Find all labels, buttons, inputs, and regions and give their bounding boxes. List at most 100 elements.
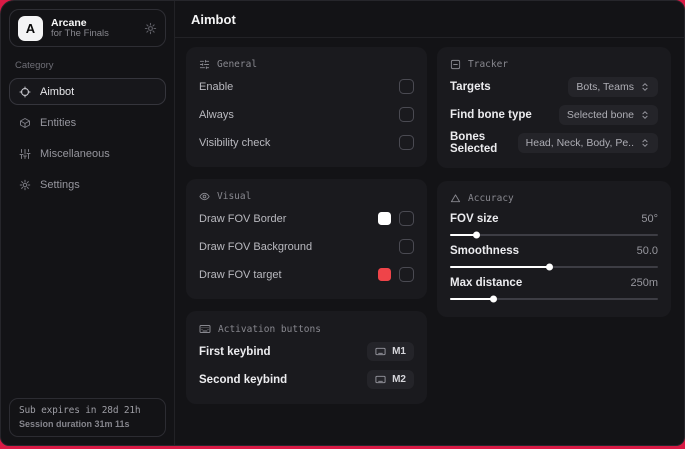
sliders-vertical-icon: [19, 148, 31, 160]
find-bone-type-dropdown[interactable]: Selected bone: [558, 104, 658, 125]
max-distance-slider[interactable]: [450, 295, 658, 303]
setting-row-first-keybind: First keybind M1: [199, 340, 414, 363]
setting-row-max-distance: Max distance 250m: [450, 277, 658, 303]
slider-fill: [450, 295, 497, 303]
sidebar-item-aimbot[interactable]: Aimbot: [9, 78, 166, 105]
setting-row-enable: Enable: [199, 75, 414, 98]
gear-icon[interactable]: [144, 22, 157, 35]
app-title: Arcane: [51, 16, 87, 29]
keybind-value: M2: [392, 374, 406, 385]
fov-border-color-swatch[interactable]: [378, 212, 391, 225]
setting-label: FOV size: [450, 213, 499, 225]
page-title: Aimbot: [191, 12, 236, 27]
app-logo: A: [18, 15, 43, 41]
keyboard-icon: [375, 374, 386, 385]
setting-label: Bones Selected: [450, 131, 498, 155]
setting-label: Draw FOV Background: [199, 240, 313, 253]
chevrons-up-down-icon: [640, 110, 650, 120]
setting-label: Draw FOV Border: [199, 212, 287, 225]
sidebar-item-miscellaneous[interactable]: Miscellaneous: [9, 140, 166, 167]
setting-label: Find bone type: [450, 108, 532, 121]
setting-row-fov-background: Draw FOV Background: [199, 235, 414, 258]
fov-target-color-swatch[interactable]: [378, 268, 391, 281]
card-title: Accuracy: [468, 193, 514, 204]
card-title: Visual: [217, 191, 252, 202]
gear-icon: [19, 179, 31, 191]
setting-row-find-bone-type: Find bone type Selected bone: [450, 103, 658, 126]
smoothness-slider[interactable]: [450, 263, 658, 271]
setting-label: Visibility check: [199, 136, 271, 149]
accuracy-card: Accuracy FOV size 50°: [437, 181, 671, 317]
setting-row-fov-target: Draw FOV target: [199, 263, 414, 286]
chevrons-up-down-icon: [640, 138, 650, 148]
setting-row-fov-border: Draw FOV Border: [199, 207, 414, 230]
setting-row-bones-selected: Bones Selected Head, Neck, Body, Pe..: [450, 131, 658, 155]
setting-row-targets: Targets Bots, Teams: [450, 75, 658, 98]
card-title: Activation buttons: [218, 323, 321, 335]
sliders-horizontal-icon: [199, 59, 210, 70]
slider-value: 250m: [630, 277, 658, 289]
sidebar: A Arcane for The Finals Category: [1, 1, 175, 445]
sidebar-item-entities[interactable]: Entities: [9, 109, 166, 136]
slider-thumb[interactable]: [489, 295, 497, 303]
setting-row-always: Always: [199, 103, 414, 126]
visual-card: Visual Draw FOV Border Draw FOV Backgrou…: [186, 179, 427, 299]
general-card-header: General: [199, 59, 414, 70]
enable-checkbox[interactable]: [399, 79, 414, 94]
setting-label: Draw FOV target: [199, 268, 282, 281]
setting-label: First keybind: [199, 345, 271, 358]
sidebar-item-label: Settings: [40, 178, 80, 191]
sidebar-item-label: Entities: [40, 116, 77, 129]
tracker-card-header: Tracker: [450, 59, 658, 70]
dropdown-value: Selected bone: [566, 108, 634, 121]
visual-card-header: Visual: [199, 191, 414, 202]
eye-icon: [199, 191, 210, 202]
sidebar-item-label: Miscellaneous: [40, 147, 110, 160]
brand-text: Arcane for The Finals: [51, 17, 136, 40]
fov-background-checkbox[interactable]: [399, 239, 414, 254]
slider-thumb[interactable]: [545, 263, 553, 271]
keyboard-icon: [199, 323, 211, 335]
crosshair-icon: [19, 86, 31, 98]
activation-card: Activation buttons First keybind M1: [186, 311, 427, 404]
main-panel: Aimbot General: [175, 1, 684, 445]
sidebar-item-label: Aimbot: [40, 85, 75, 98]
fov-target-checkbox[interactable]: [399, 267, 414, 282]
triangle-icon: [450, 193, 461, 204]
second-keybind-button[interactable]: M2: [367, 370, 414, 389]
setting-row-fov-size: FOV size 50°: [450, 213, 658, 239]
setting-row-smoothness: Smoothness 50.0: [450, 245, 658, 271]
page-header: Aimbot: [175, 1, 684, 38]
setting-row-second-keybind: Second keybind M2: [199, 368, 414, 391]
sub-expiry-text: Sub expires in 28d 21h: [19, 405, 141, 416]
targets-dropdown[interactable]: Bots, Teams: [568, 76, 658, 97]
dropdown-value: Bots, Teams: [576, 80, 634, 93]
first-keybind-button[interactable]: M1: [367, 342, 414, 361]
slider-value: 50.0: [636, 245, 658, 257]
slider-thumb[interactable]: [473, 231, 481, 239]
always-checkbox[interactable]: [399, 107, 414, 122]
slider-fill: [450, 263, 553, 271]
setting-label: Targets: [450, 80, 491, 93]
accuracy-card-header: Accuracy: [450, 193, 658, 204]
bones-selected-dropdown[interactable]: Head, Neck, Body, Pe..: [517, 133, 658, 153]
sidebar-item-settings[interactable]: Settings: [9, 171, 166, 198]
sidebar-nav: Aimbot Entities Miscella: [9, 78, 166, 198]
cube-icon: [19, 117, 31, 129]
fov-size-slider[interactable]: [450, 231, 658, 239]
setting-label: Second keybind: [199, 373, 288, 386]
app-subtitle: for The Finals: [51, 27, 109, 39]
general-card: General Enable Always Visibility check: [186, 47, 427, 167]
square-minus-icon: [450, 59, 461, 70]
fov-border-checkbox[interactable]: [399, 211, 414, 226]
content-area: General Enable Always Visibility check: [175, 38, 684, 445]
card-title: General: [217, 59, 258, 70]
category-label: Category: [15, 60, 54, 71]
setting-row-visibility-check: Visibility check: [199, 131, 414, 154]
visibility-check-checkbox[interactable]: [399, 135, 414, 150]
keybind-value: M1: [392, 346, 406, 357]
slider-fill: [450, 231, 481, 239]
card-title: Tracker: [468, 59, 509, 70]
activation-card-header: Activation buttons: [199, 323, 414, 335]
